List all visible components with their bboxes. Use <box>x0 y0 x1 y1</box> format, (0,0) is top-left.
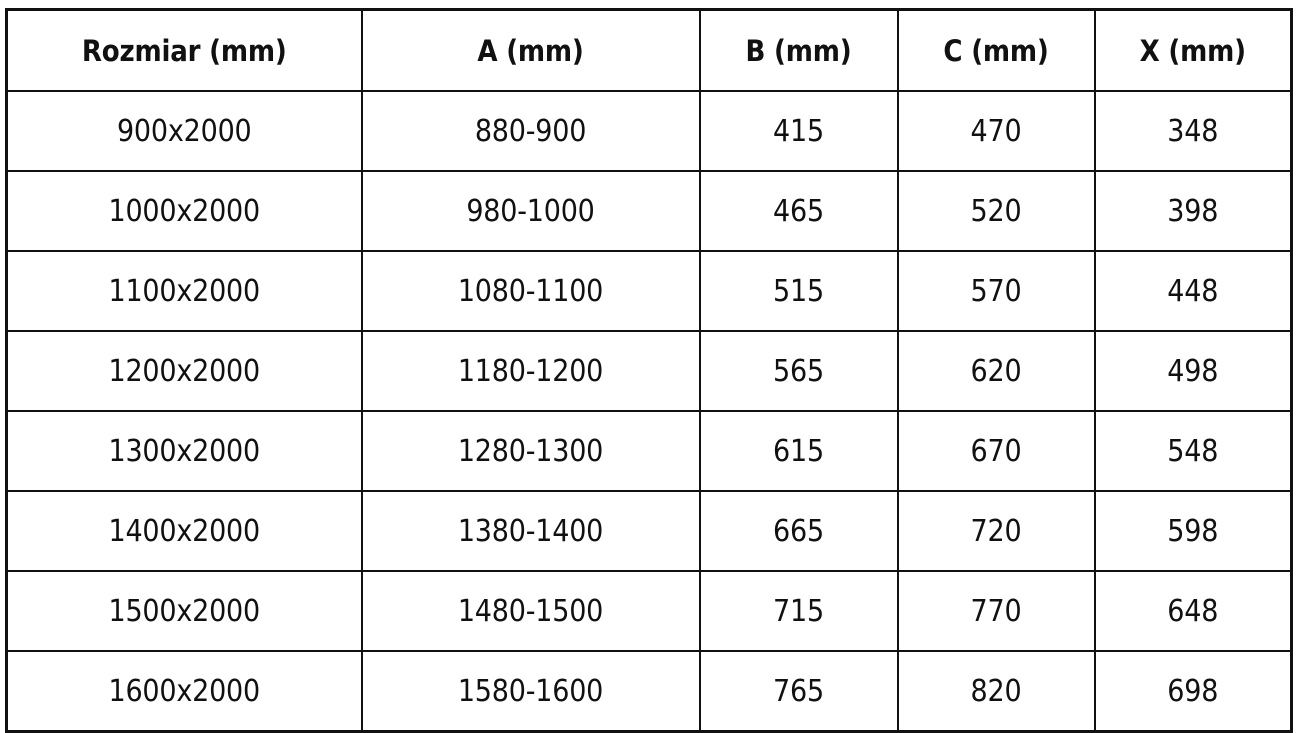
table-row: 1600x2000 1580-1600 765 820 698 <box>5 650 1293 733</box>
dimension-table-container: Rozmiar (mm) A (mm) B (mm) C (mm) X (mm)… <box>5 8 1293 733</box>
table-row: 1500x2000 1480-1500 715 770 648 <box>5 570 1293 652</box>
table-row: 1300x2000 1280-1300 615 670 548 <box>5 410 1293 492</box>
column-header-size: Rozmiar (mm) <box>5 8 363 92</box>
cell-a: 880-900 <box>360 90 701 172</box>
cell-c: 770 <box>896 570 1096 652</box>
cell-c: 670 <box>896 410 1096 492</box>
table-header: Rozmiar (mm) A (mm) B (mm) C (mm) X (mm) <box>5 8 1293 92</box>
cell-size: 1100x2000 <box>5 250 363 332</box>
cell-x: 398 <box>1093 170 1293 252</box>
cell-c: 820 <box>896 650 1096 733</box>
cell-b: 565 <box>698 330 899 412</box>
column-header-x: X (mm) <box>1093 8 1293 92</box>
cell-a: 1080-1100 <box>360 250 701 332</box>
cell-b: 665 <box>698 490 899 572</box>
column-header-c: C (mm) <box>896 8 1096 92</box>
cell-c: 470 <box>896 90 1096 172</box>
table-row: 1000x2000 980-1000 465 520 398 <box>5 170 1293 252</box>
header-row: Rozmiar (mm) A (mm) B (mm) C (mm) X (mm) <box>5 8 1293 92</box>
cell-size: 1600x2000 <box>5 650 363 733</box>
cell-b: 765 <box>698 650 899 733</box>
cell-size: 1400x2000 <box>5 490 363 572</box>
cell-size: 1500x2000 <box>5 570 363 652</box>
column-header-a: A (mm) <box>360 8 701 92</box>
cell-size: 1000x2000 <box>5 170 363 252</box>
cell-a: 1580-1600 <box>360 650 701 733</box>
column-header-b: B (mm) <box>698 8 899 92</box>
table-row: 1400x2000 1380-1400 665 720 598 <box>5 490 1293 572</box>
dimension-table: Rozmiar (mm) A (mm) B (mm) C (mm) X (mm)… <box>5 8 1293 733</box>
table-row: 1200x2000 1180-1200 565 620 498 <box>5 330 1293 412</box>
cell-b: 465 <box>698 170 899 252</box>
cell-b: 615 <box>698 410 899 492</box>
cell-x: 648 <box>1093 570 1293 652</box>
cell-x: 448 <box>1093 250 1293 332</box>
cell-a: 1180-1200 <box>360 330 701 412</box>
cell-c: 720 <box>896 490 1096 572</box>
cell-size: 900x2000 <box>5 90 363 172</box>
cell-c: 570 <box>896 250 1096 332</box>
cell-a: 1480-1500 <box>360 570 701 652</box>
table-row: 1100x2000 1080-1100 515 570 448 <box>5 250 1293 332</box>
cell-b: 715 <box>698 570 899 652</box>
cell-a: 1280-1300 <box>360 410 701 492</box>
cell-x: 698 <box>1093 650 1293 733</box>
cell-c: 520 <box>896 170 1096 252</box>
cell-x: 598 <box>1093 490 1293 572</box>
cell-c: 620 <box>896 330 1096 412</box>
cell-b: 515 <box>698 250 899 332</box>
cell-a: 980-1000 <box>360 170 701 252</box>
cell-x: 348 <box>1093 90 1293 172</box>
cell-x: 548 <box>1093 410 1293 492</box>
cell-b: 415 <box>698 90 899 172</box>
cell-x: 498 <box>1093 330 1293 412</box>
cell-size: 1200x2000 <box>5 330 363 412</box>
cell-a: 1380-1400 <box>360 490 701 572</box>
cell-size: 1300x2000 <box>5 410 363 492</box>
table-body: 900x2000 880-900 415 470 348 1000x2000 980-100… <box>5 90 1293 733</box>
table-row: 900x2000 880-900 415 470 348 <box>5 90 1293 172</box>
